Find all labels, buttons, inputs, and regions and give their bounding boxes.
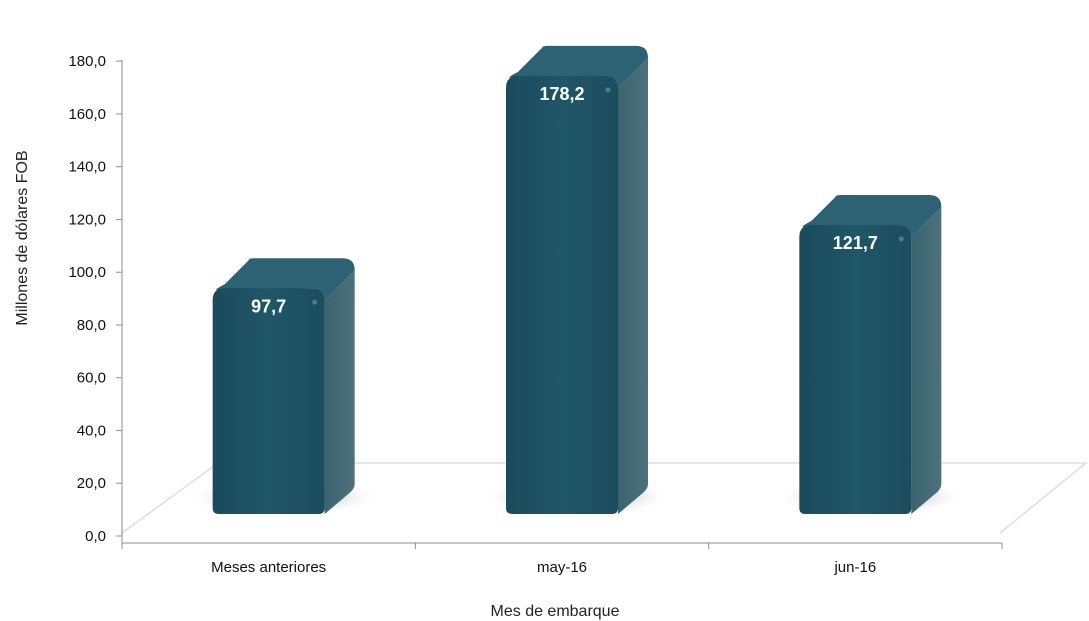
bar-front-face [799,224,912,515]
y-tick-label: 80,0 [77,317,106,334]
bar-top-face [509,45,648,88]
floor-plane [121,462,1089,534]
x-tick-label: Meses anteriores [211,559,326,576]
bar-front-face [212,288,325,514]
bar-data-label: 121,7 [833,233,878,253]
y-tick-label: 140,0 [68,159,106,176]
bar: 121,7 [799,194,942,515]
bar-front-face [506,75,618,515]
bar: 178,2 [506,45,648,515]
bar-highlight [898,236,904,242]
bar-top-face [802,194,942,237]
y-tick-label: 160,0 [68,106,106,123]
x-tick-label: may-16 [537,559,587,576]
y-tick-label: 20,0 [77,475,106,492]
bar-data-label: 97,7 [251,296,286,316]
bar-side-face [618,57,648,515]
y-tick-label: 180,0 [68,53,106,70]
y-tick-label: 40,0 [77,422,106,439]
bar-highlight [312,299,318,305]
bar-side-face [911,206,942,515]
x-tick-label: jun-16 [833,559,876,576]
x-axis-title: Mes de embarque [491,603,620,620]
y-axis-title: Millones de dólares FOB [14,150,31,325]
y-tick-label: 120,0 [68,211,106,228]
bars-group: 97,7 178,2 121,7 [212,45,942,515]
bar-top-face [216,258,355,301]
y-axis-ticks: 0,0 20,0 40,0 60,0 80,0 100,0 120,0 140,0 160,0 1… [68,53,122,545]
bar-highlight [605,87,611,93]
bar-data-label: 178,2 [539,84,584,104]
bar-side-face [324,270,355,514]
y-tick-label: 100,0 [68,264,106,281]
y-tick-label: 0,0 [85,528,106,545]
bar: 97,7 [212,258,355,514]
x-axis-ticks: Meses anteriores may-16 jun-16 [121,543,1003,576]
y-tick-label: 60,0 [77,370,106,387]
